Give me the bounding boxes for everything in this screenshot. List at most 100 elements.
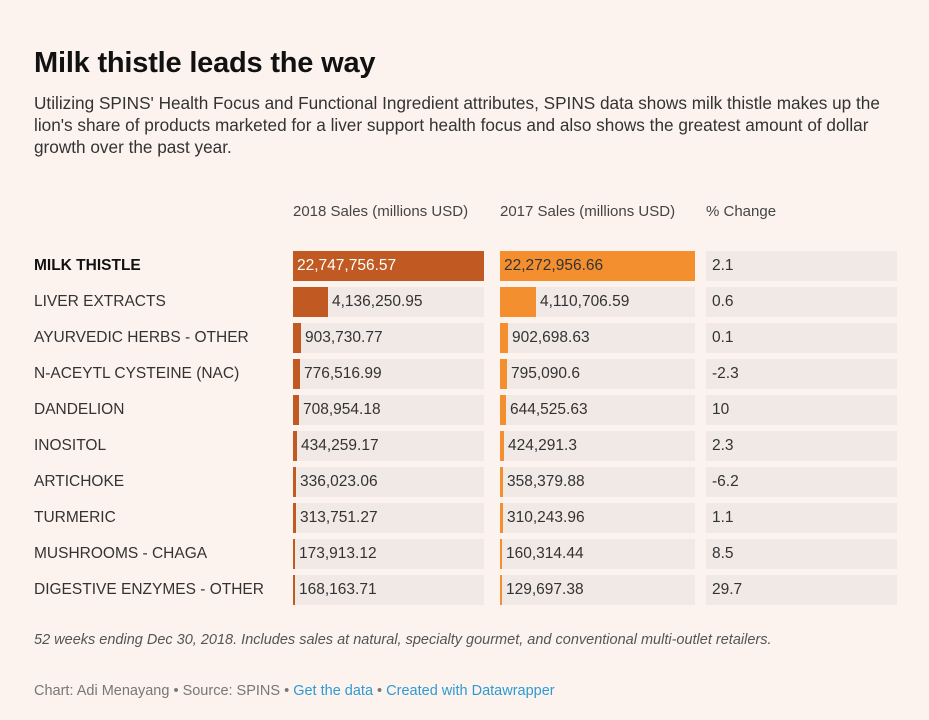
separator: • (169, 683, 183, 699)
sales-2018-value-label: 434,259.17 (301, 437, 379, 454)
sales-2017-value-label: 424,291.3 (508, 437, 577, 454)
sales-2018-cell: 708,954.18 (293, 392, 484, 428)
spacer (484, 248, 500, 284)
spacer (484, 320, 500, 356)
pct-change-cell: -6.2 (706, 464, 897, 500)
sales-2017-cell-bg: 160,314.44 (500, 539, 695, 569)
row-label: DIGESTIVE ENZYMES - OTHER (34, 581, 264, 598)
sales-2018-cell-bg: 168,163.71 (293, 575, 484, 605)
table-row: TURMERIC 313,751.27 310,243.96 1.1 (34, 500, 897, 536)
sales-2017-value-label: 358,379.88 (507, 473, 585, 490)
table-row: MUSHROOMS - CHAGA 173,913.12 160,314.44 8.5 (34, 536, 897, 572)
credit-source: Source: SPINS (182, 683, 281, 699)
pct-change-cell: 2.3 (706, 428, 897, 464)
table-row: LIVER EXTRACTS 4,136,250.95 4,110,706.59 0.… (34, 284, 897, 320)
chart-title: Milk thistle leads the way (34, 47, 376, 79)
sales-2018-bar (293, 359, 300, 389)
pct-change-value: -2.3 (706, 359, 897, 389)
pct-change-value: 8.5 (706, 539, 897, 569)
sales-2017-value-label: 129,697.38 (506, 581, 584, 598)
sales-2018-cell-bg: 22,747,756.57 (293, 251, 484, 281)
sales-2018-cell-bg: 4,136,250.95 (293, 287, 484, 317)
sales-2018-value-label: 4,136,250.95 (332, 293, 423, 310)
sales-2017-cell-bg: 310,243.96 (500, 503, 695, 533)
sales-2017-cell: 902,698.63 (500, 320, 695, 356)
sales-2018-cell: 903,730.77 (293, 320, 484, 356)
sales-2017-cell-bg: 795,090.6 (500, 359, 695, 389)
sales-2017-bar (500, 287, 536, 317)
credit-author: Chart: Adi Menayang (34, 683, 170, 699)
spacer (484, 202, 500, 248)
sales-2018-bar (293, 467, 296, 497)
spacer (484, 536, 500, 572)
row-label: ARTICHOKE (34, 473, 125, 490)
sales-2017-bar (500, 251, 695, 281)
pct-change-value: 1.1 (706, 503, 897, 533)
table-row: INOSITOL 434,259.17 424,291.3 2.3 (34, 428, 897, 464)
column-header-name (34, 202, 293, 248)
sales-2018-cell: 434,259.17 (293, 428, 484, 464)
spacer (484, 392, 500, 428)
spacer (695, 284, 706, 320)
data-table: 2018 Sales (millions USD) 2017 Sales (mi… (34, 202, 897, 608)
spacer (695, 500, 706, 536)
get-the-data-link[interactable]: Get the data (293, 683, 374, 699)
sales-2017-bar (500, 539, 502, 569)
sales-2018-value-label: 776,516.99 (304, 365, 382, 382)
sales-2018-bar (293, 395, 299, 425)
row-label: MILK THISTLE (34, 257, 141, 274)
sales-2018-bar (293, 251, 484, 281)
pct-change-value: 2.1 (706, 251, 897, 281)
sales-2017-cell: 4,110,706.59 (500, 284, 695, 320)
chart-header: Milk thistle leads the way Utilizing SPI… (34, 44, 904, 158)
spacer (695, 248, 706, 284)
column-header-change: % Change (706, 202, 897, 248)
spacer (484, 356, 500, 392)
sales-2018-cell-bg: 313,751.27 (293, 503, 484, 533)
sales-2017-cell-bg: 358,379.88 (500, 467, 695, 497)
sales-2018-cell: 313,751.27 (293, 500, 484, 536)
sales-2017-cell: 160,314.44 (500, 536, 695, 572)
column-header-2017: 2017 Sales (millions USD) (500, 202, 695, 248)
sales-2017-cell: 795,090.6 (500, 356, 695, 392)
spacer (695, 320, 706, 356)
spacer (695, 392, 706, 428)
sales-2017-value-label: 160,314.44 (506, 545, 584, 562)
column-header-change-label: % Change (706, 203, 777, 220)
sales-2017-cell: 129,697.38 (500, 572, 695, 608)
table-row: N-ACEYTL CYSTEINE (NAC) 776,516.99 795,090… (34, 356, 897, 392)
spacer (695, 536, 706, 572)
sales-2018-cell: 776,516.99 (293, 356, 484, 392)
sales-2018-cell-bg: 776,516.99 (293, 359, 484, 389)
sales-2017-bar (500, 431, 504, 461)
spacer (484, 284, 500, 320)
chart-credits: Chart: Adi Menayang • Source: SPINS • Ge… (34, 682, 555, 700)
row-label: AYURVEDIC HERBS - OTHER (34, 329, 249, 346)
pct-change-value: -6.2 (706, 467, 897, 497)
spacer (484, 500, 500, 536)
sales-2018-bar (293, 431, 297, 461)
sales-2017-value-label: 902,698.63 (512, 329, 590, 346)
sales-2017-value-label: 4,110,706.59 (540, 293, 630, 310)
sales-2018-value-label: 168,163.71 (299, 581, 377, 598)
sales-2017-cell: 358,379.88 (500, 464, 695, 500)
pct-change-value: 29.7 (706, 575, 897, 605)
row-label: MUSHROOMS - CHAGA (34, 545, 208, 562)
sales-2018-bar (293, 575, 295, 605)
datawrapper-link[interactable]: Created with Datawrapper (386, 683, 555, 699)
sales-2017-value-label: 795,090.6 (511, 365, 580, 382)
pct-change-cell: 0.1 (706, 320, 897, 356)
sales-2018-cell-bg: 434,259.17 (293, 431, 484, 461)
row-label: DANDELION (34, 401, 125, 418)
spacer (484, 464, 500, 500)
separator: • (280, 683, 294, 699)
sales-2017-cell: 424,291.3 (500, 428, 695, 464)
sales-2018-bar (293, 503, 296, 533)
spacer (695, 464, 706, 500)
sales-2018-cell-bg: 336,023.06 (293, 467, 484, 497)
pct-change-cell: -2.3 (706, 356, 897, 392)
pct-change-value: 10 (706, 395, 897, 425)
sales-2018-value-label: 173,913.12 (299, 545, 377, 562)
sales-2017-cell-bg: 4,110,706.59 (500, 287, 695, 317)
chart-description: Utilizing SPINS' Health Focus and Functi… (34, 93, 880, 157)
